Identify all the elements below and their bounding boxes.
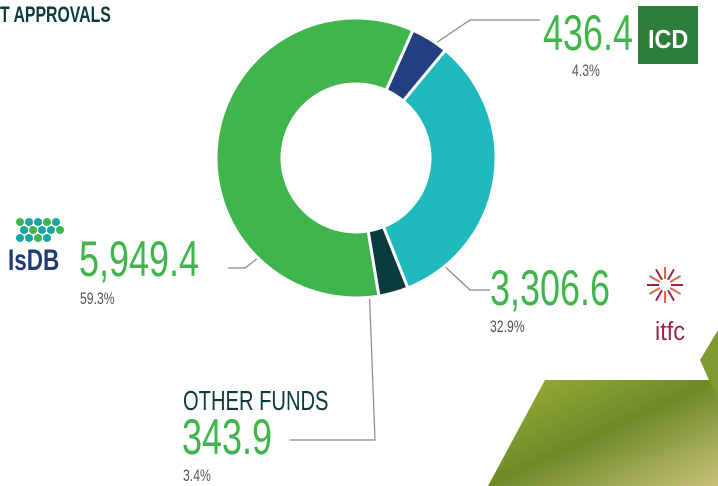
category-logo: IsDB	[8, 243, 59, 277]
logo-dot	[25, 218, 33, 226]
logo-ray	[649, 276, 659, 282]
logo-dot	[34, 218, 42, 226]
logo-dot	[16, 234, 24, 242]
share-label: 59.3%	[80, 290, 115, 308]
category-logo: ICD	[648, 26, 688, 54]
logo-dot	[52, 218, 60, 226]
logo-dot	[43, 234, 51, 242]
share-label: 4.3%	[572, 62, 600, 80]
logo-ray	[670, 288, 680, 294]
logo-ray	[670, 276, 680, 282]
value-label: 436.4	[543, 6, 633, 61]
logo-dot	[29, 226, 37, 234]
logo-dot	[34, 234, 42, 242]
category-logo: itfc	[655, 318, 685, 346]
logo-ray	[668, 269, 674, 279]
logo-ray	[656, 290, 662, 300]
logo-ray	[668, 290, 674, 300]
value-label: 3,306.6	[490, 261, 610, 316]
value-label: 5,949.4	[79, 232, 199, 287]
logo-dot	[47, 226, 55, 234]
logo-ray	[649, 288, 659, 294]
logo-dot	[56, 226, 64, 234]
share-label: 3.4%	[183, 467, 211, 485]
logo-dot	[43, 218, 51, 226]
logo-dot	[20, 226, 28, 234]
chart: T APPROVALS436.44.3%ICD3,306.632.9%itfcO…	[0, 0, 718, 486]
logo-ray	[656, 269, 662, 279]
chart-title: T APPROVALS	[0, 4, 111, 28]
logo-dot	[25, 234, 33, 242]
share-label: 32.9%	[490, 318, 525, 336]
value-label: 343.9	[182, 410, 272, 465]
photo	[488, 380, 718, 486]
logo-dot	[16, 218, 24, 226]
logo-dot	[38, 226, 46, 234]
